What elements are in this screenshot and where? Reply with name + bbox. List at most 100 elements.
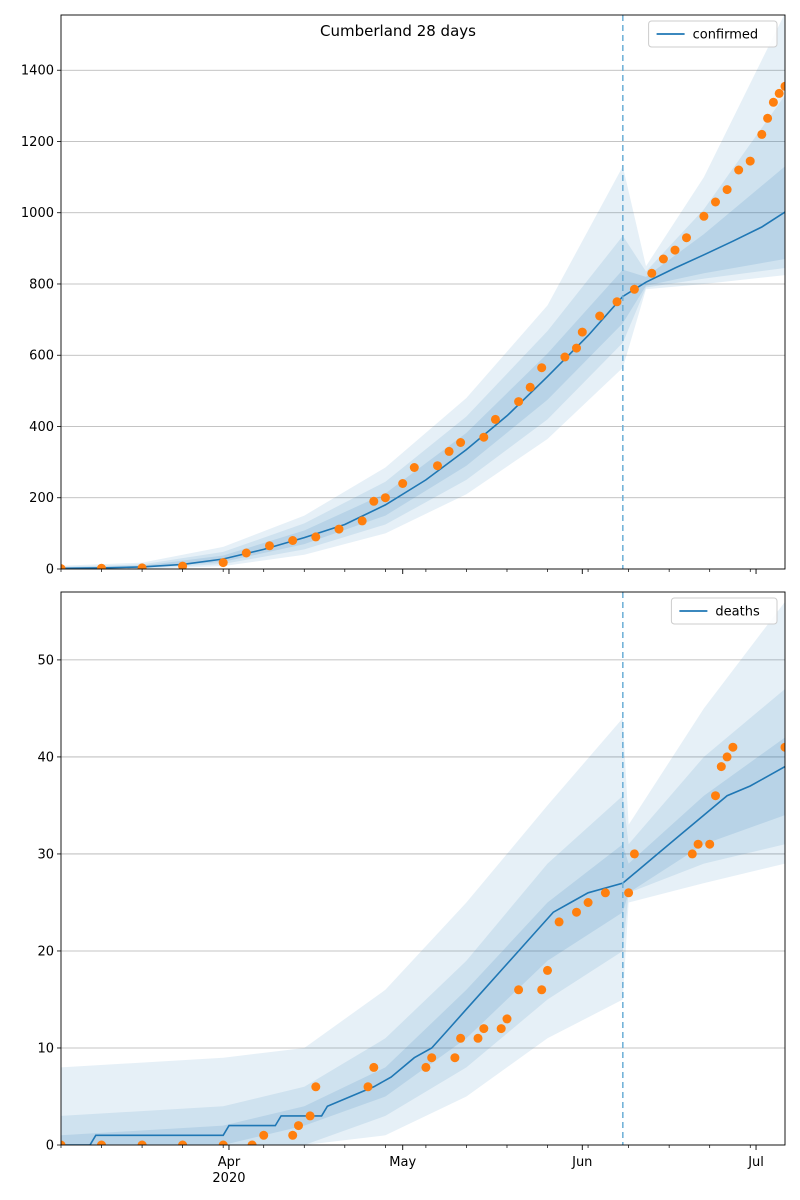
observed-point bbox=[537, 363, 547, 373]
observed-point bbox=[178, 1140, 188, 1145]
observed-point bbox=[218, 558, 228, 568]
observed-point bbox=[288, 1130, 298, 1140]
y-tick-label: 400 bbox=[29, 420, 54, 435]
observed-point bbox=[380, 493, 390, 503]
x-tick-label: May bbox=[389, 1155, 416, 1170]
observed-point bbox=[311, 532, 321, 542]
confirmed-panel: 0 200 400 600 800 1000 1200 1400 confirmed bbox=[21, 14, 786, 578]
axes-frame bbox=[60, 591, 786, 1146]
observed-point bbox=[288, 536, 298, 545]
observed-point bbox=[502, 1014, 512, 1024]
y-tick-label: 800 bbox=[29, 277, 54, 292]
y-tick-label: 50 bbox=[37, 653, 54, 668]
observed-point bbox=[450, 1053, 460, 1063]
observed-point bbox=[716, 762, 726, 772]
chart-title: Cumberland 28 days bbox=[320, 22, 476, 40]
observed-point bbox=[768, 97, 778, 107]
observed-point bbox=[560, 352, 570, 362]
band-outer bbox=[61, 601, 785, 1145]
observed-point bbox=[734, 165, 744, 175]
observed-point bbox=[763, 113, 773, 123]
observed-point bbox=[61, 564, 66, 569]
observed-point bbox=[722, 752, 732, 762]
observed-point bbox=[572, 907, 581, 917]
observed-point bbox=[705, 839, 715, 849]
band-mid bbox=[61, 95, 785, 569]
observed-point bbox=[577, 327, 587, 337]
y-tick-label: 1400 bbox=[21, 64, 54, 79]
observed-point bbox=[456, 1033, 466, 1043]
observed-point bbox=[294, 1121, 303, 1131]
observed-point bbox=[780, 742, 785, 752]
y-tick-label: 200 bbox=[29, 491, 54, 506]
observed-point bbox=[409, 463, 419, 472]
observed-point bbox=[629, 284, 639, 294]
observed-point bbox=[728, 742, 738, 752]
observed-point bbox=[369, 496, 379, 506]
observed-point bbox=[137, 1140, 147, 1145]
observed-point bbox=[600, 888, 610, 898]
observed-point bbox=[554, 917, 564, 927]
legend-label: deaths bbox=[715, 605, 760, 620]
observed-point bbox=[357, 516, 367, 526]
observed-point bbox=[473, 1033, 483, 1043]
band-outer bbox=[61, 15, 785, 569]
observed-point bbox=[247, 1140, 257, 1145]
y-tick-label: 10 bbox=[37, 1041, 54, 1056]
observed-point bbox=[514, 397, 524, 407]
median-line bbox=[61, 765, 785, 1145]
observed-point bbox=[745, 156, 755, 166]
band-inner bbox=[61, 166, 785, 569]
x-tick-label: Jun bbox=[571, 1155, 592, 1170]
axes-frame bbox=[60, 14, 786, 570]
observed-point bbox=[682, 233, 691, 243]
y-tick-label: 1000 bbox=[21, 206, 54, 221]
observed-point bbox=[334, 524, 344, 534]
observed-point bbox=[496, 1024, 506, 1034]
observed-point bbox=[444, 446, 454, 456]
median-line bbox=[61, 211, 785, 569]
band-mid bbox=[61, 689, 785, 1145]
observed-point bbox=[97, 1140, 106, 1145]
observed-point bbox=[398, 479, 408, 488]
observed-point bbox=[479, 1024, 489, 1034]
observed-point bbox=[572, 343, 581, 353]
y-tick-label: 0 bbox=[46, 1139, 54, 1154]
observed-point bbox=[479, 432, 489, 442]
observed-point bbox=[433, 461, 442, 471]
observed-point bbox=[311, 1082, 321, 1092]
y-tick-label: 20 bbox=[37, 944, 54, 959]
x-tick-label: Apr bbox=[218, 1155, 241, 1170]
observed-point bbox=[687, 849, 697, 859]
band-inner bbox=[61, 737, 785, 1145]
observed-point bbox=[693, 839, 703, 849]
y-tick-label: 40 bbox=[37, 750, 54, 765]
x-tick-label: Jul bbox=[747, 1155, 764, 1170]
observed-point bbox=[456, 438, 466, 447]
y-tick-label: 30 bbox=[37, 847, 54, 862]
observed-point bbox=[97, 563, 106, 569]
observed-point bbox=[543, 965, 552, 975]
observed-point bbox=[537, 985, 547, 995]
observed-point bbox=[369, 1062, 379, 1072]
legend-box bbox=[648, 20, 778, 48]
observed-point bbox=[699, 211, 709, 221]
observed-point bbox=[612, 297, 622, 307]
observed-point bbox=[722, 185, 732, 195]
observed-point bbox=[525, 382, 535, 392]
y-tick-label: 0 bbox=[46, 563, 54, 578]
observed-point bbox=[218, 1140, 228, 1145]
observed-point bbox=[137, 563, 147, 569]
y-tick-label: 600 bbox=[29, 349, 54, 364]
observed-point bbox=[595, 311, 605, 321]
legend: confirmed bbox=[648, 20, 778, 48]
observed-point bbox=[61, 1140, 66, 1145]
observed-point bbox=[421, 1062, 431, 1072]
observed-point bbox=[265, 541, 274, 551]
observed-point bbox=[658, 254, 668, 264]
observed-point bbox=[259, 1130, 269, 1140]
observed-point bbox=[427, 1053, 437, 1063]
legend-label: confirmed bbox=[693, 28, 759, 43]
